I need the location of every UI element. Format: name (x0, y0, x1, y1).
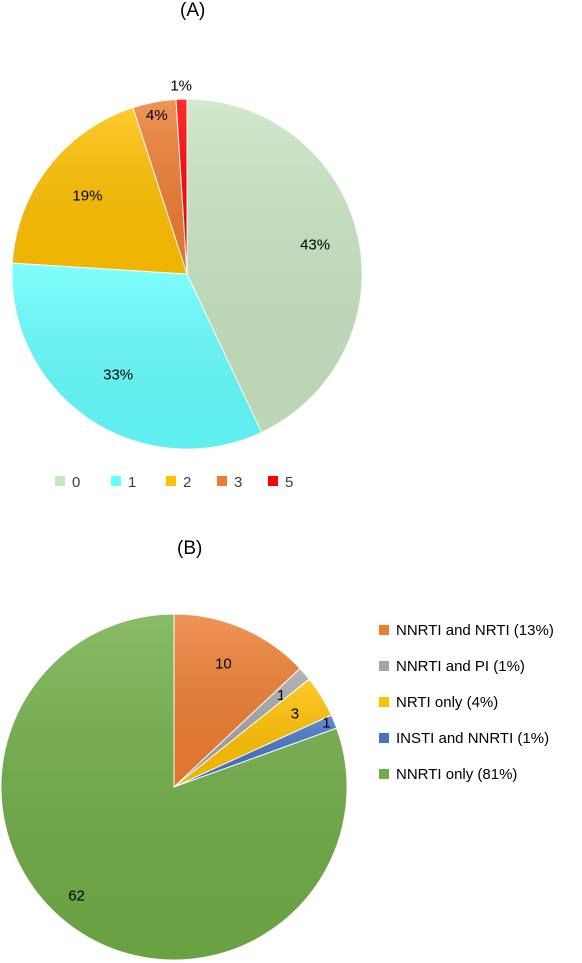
data-label: 62 (68, 888, 85, 905)
pie-slice-shading (176, 99, 187, 274)
legend-label: NNRTI and PI (1%) (396, 658, 525, 675)
legend-swatch (379, 697, 389, 707)
pie-slice-shading (174, 668, 310, 787)
data-label: 10 (215, 656, 232, 673)
legend-swatch (379, 625, 389, 635)
pie-chart-a: 43% 33% 19% 4%1% (11, 78, 363, 450)
legend-swatch (166, 476, 176, 486)
data-label: 4% (146, 107, 168, 124)
pie-slice-shading (12, 107, 188, 274)
legend-a: 0 1 2 3 5 (55, 474, 293, 491)
data-label: 19% (72, 188, 102, 205)
data-label: 1 (322, 715, 330, 732)
data-label: 1 (277, 687, 285, 704)
legend-label: 3 (234, 474, 242, 491)
legend-label: NNRTI only (81%) (396, 766, 517, 783)
pie-slice-shading (0, 614, 347, 960)
data-label: 43% (300, 236, 330, 253)
legend-label: 2 (183, 474, 191, 491)
legend-label: INSTI and NNRTI (1%) (396, 730, 549, 747)
legend-swatch (379, 769, 389, 779)
legend-label: NRTI only (4%) (396, 694, 498, 711)
pie-slice-shading (174, 679, 332, 787)
legend-label: 5 (285, 474, 293, 491)
data-label: 33% (103, 366, 133, 383)
legend-b: NNRTI and NRTI (13%) NNRTI and PI (1%) NRT… (379, 622, 554, 783)
panel-a-title: (A) (180, 0, 206, 21)
legend-swatch (217, 476, 227, 486)
legend-label: 1 (128, 474, 136, 491)
legend-swatch (55, 476, 65, 486)
legend-label: 0 (72, 474, 80, 491)
pie-slice-shading (174, 614, 301, 787)
legend-swatch (379, 733, 389, 743)
legend-swatch (111, 476, 121, 486)
data-label: 1% (170, 78, 192, 95)
legend-label: NNRTI and NRTI (13%) (396, 622, 554, 639)
legend-swatch (379, 661, 389, 671)
panel-b-title: (B) (177, 538, 203, 559)
pie-slice-shading (187, 99, 362, 433)
data-label: 3 (291, 706, 299, 723)
legend-swatch (268, 476, 278, 486)
pie-slice-shading (174, 715, 337, 787)
pie-slice-shading (132, 99, 187, 274)
pie-slice-shading (12, 263, 262, 450)
